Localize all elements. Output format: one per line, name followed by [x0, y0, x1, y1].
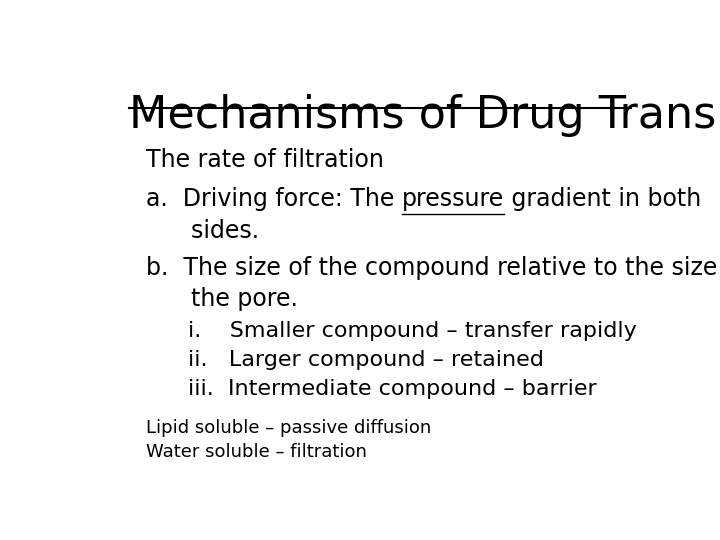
Text: ii.   Larger compound – retained: ii. Larger compound – retained: [188, 349, 544, 369]
Text: i.    Smaller compound – transfer rapidly: i. Smaller compound – transfer rapidly: [188, 321, 636, 341]
Text: Lipid soluble – passive diffusion: Lipid soluble – passive diffusion: [145, 419, 431, 437]
Text: The rate of filtration: The rate of filtration: [145, 148, 384, 172]
Text: b.  The size of the compound relative to the size of: b. The size of the compound relative to …: [145, 256, 720, 280]
Text: pressure: pressure: [402, 187, 504, 212]
Text: iii.  Intermediate compound – barrier: iii. Intermediate compound – barrier: [188, 379, 596, 399]
Text: sides.: sides.: [145, 219, 259, 242]
Text: the pore.: the pore.: [145, 287, 297, 311]
Text: Water soluble – filtration: Water soluble – filtration: [145, 443, 366, 461]
Text: Mechanisms of Drug Transport: Mechanisms of Drug Transport: [129, 94, 720, 137]
Text: a.  Driving force: The: a. Driving force: The: [145, 187, 402, 212]
Text: gradient in both: gradient in both: [504, 187, 701, 212]
